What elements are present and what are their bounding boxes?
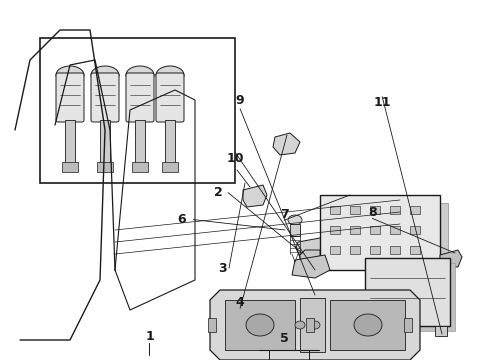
Bar [390,206,400,214]
Bar [208,318,216,332]
Text: 6: 6 [177,213,186,226]
Bar [370,226,380,234]
Text: 1: 1 [145,330,154,343]
Bar [350,206,360,214]
Bar [162,162,178,172]
Bar [390,226,400,234]
Ellipse shape [126,66,154,84]
Bar [132,162,148,172]
Ellipse shape [56,66,84,84]
Bar [330,206,340,214]
Bar [410,246,420,254]
Bar [320,195,440,270]
Text: 9: 9 [236,94,245,107]
Polygon shape [292,255,330,278]
Bar [100,120,110,165]
Bar [62,162,78,172]
Bar [370,263,455,331]
Bar [330,300,405,350]
Ellipse shape [295,321,305,329]
Ellipse shape [246,314,274,336]
Polygon shape [296,238,324,258]
Polygon shape [273,133,300,155]
Text: 10: 10 [226,152,244,165]
FancyBboxPatch shape [91,73,119,122]
Bar [290,224,300,236]
Text: 8: 8 [368,206,377,219]
Polygon shape [328,203,448,270]
Bar [225,300,295,350]
Text: 11: 11 [373,96,391,109]
Bar [435,326,447,336]
Bar [365,258,450,326]
Bar [410,226,420,234]
Text: 2: 2 [214,186,222,199]
Bar [165,120,175,165]
Bar [40,38,235,183]
Text: 3: 3 [219,262,227,275]
Ellipse shape [354,314,382,336]
Bar [350,226,360,234]
Bar [306,318,314,332]
FancyBboxPatch shape [156,73,184,122]
Bar [410,206,420,214]
Bar [65,120,75,165]
Ellipse shape [310,321,320,329]
Ellipse shape [288,215,302,225]
Bar [370,206,380,214]
Ellipse shape [91,66,119,84]
Polygon shape [243,185,267,207]
Text: 7: 7 [280,208,289,221]
Bar [330,246,340,254]
Bar [350,246,360,254]
Ellipse shape [156,66,184,84]
Bar [135,120,145,165]
Polygon shape [440,250,462,267]
Text: 5: 5 [280,332,289,345]
Bar [300,298,325,352]
FancyBboxPatch shape [56,73,84,122]
Polygon shape [210,290,420,360]
Text: 4: 4 [236,296,245,309]
Polygon shape [300,250,320,265]
Bar [404,318,412,332]
Bar [390,246,400,254]
Bar [370,246,380,254]
Bar [330,226,340,234]
FancyBboxPatch shape [126,73,154,122]
Bar [97,162,113,172]
